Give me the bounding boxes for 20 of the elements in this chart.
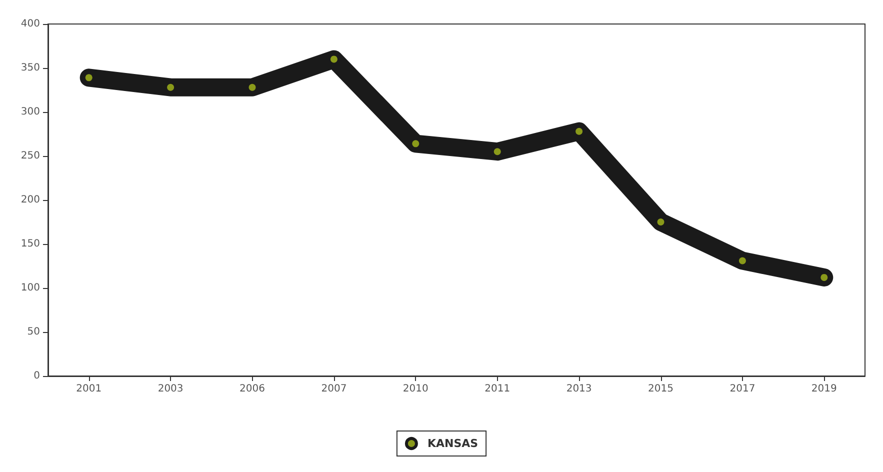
y-tick-label: 250 xyxy=(20,150,40,162)
x-tick-label: 2011 xyxy=(484,384,510,394)
x-tick-label: 2015 xyxy=(648,384,674,394)
x-tick-label: 2019 xyxy=(811,384,837,394)
y-tick-label: 100 xyxy=(20,282,40,294)
y-tick-label: 350 xyxy=(20,62,40,74)
y-tick-label: 50 xyxy=(27,326,40,338)
x-tick-label: 2010 xyxy=(402,384,428,394)
x-tick-label: 2003 xyxy=(158,384,184,394)
legend-label: KANSAS xyxy=(427,437,478,450)
x-tick-label: 2006 xyxy=(240,384,265,394)
y-tick-label: 0 xyxy=(34,370,40,382)
x-tick-label: 2017 xyxy=(730,384,756,394)
x-tick-label: 2013 xyxy=(566,384,592,394)
x-tick-label: 2007 xyxy=(321,384,347,394)
y-tick-label: 300 xyxy=(20,106,40,118)
x-tick-label: 2001 xyxy=(76,384,102,394)
y-tick-label: 400 xyxy=(20,18,40,30)
y-tick-label: 200 xyxy=(20,194,40,206)
y-tick-label: 150 xyxy=(20,238,40,250)
